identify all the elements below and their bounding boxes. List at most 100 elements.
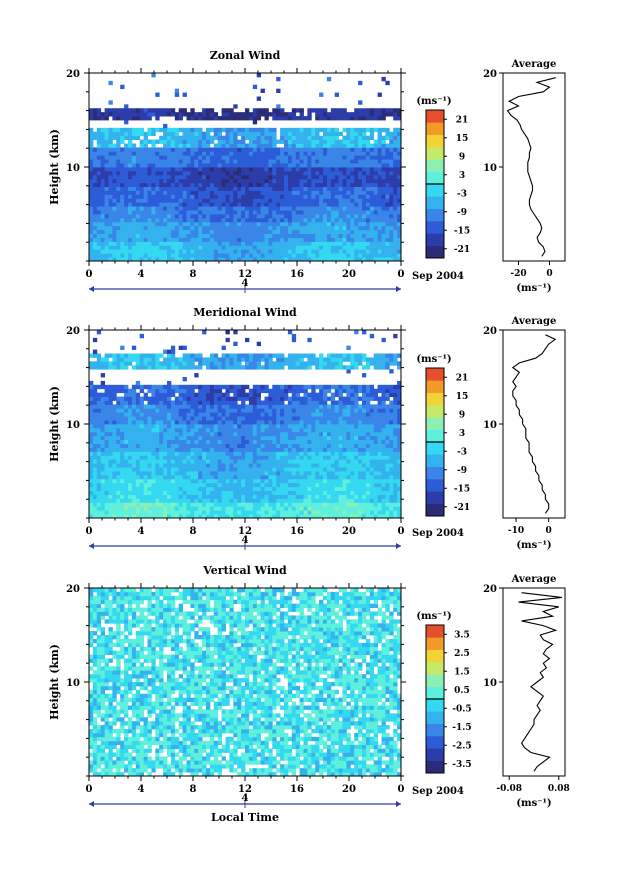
heatmap-cell: [291, 455, 297, 460]
heatmap-cell: [128, 420, 133, 425]
heatmap-cell: [104, 463, 109, 468]
heatmap-cell: [319, 170, 324, 176]
x-tick-label: 16: [290, 269, 304, 280]
heatmap-cell: [354, 217, 359, 223]
heatmap-cell: [237, 506, 242, 511]
heatmap-cell: [174, 514, 180, 519]
heatmap-cell: [174, 163, 180, 168]
heatmap-cell: [96, 431, 102, 437]
heatmap-cell: [365, 510, 371, 515]
heatmap-cell: [96, 229, 102, 234]
heatmap-cell: [338, 471, 343, 476]
heatmap-cell: [120, 490, 125, 495]
heatmap-cell: [131, 249, 137, 254]
day-axis-arrow-right: [396, 286, 401, 292]
heatmap-cell: [194, 424, 199, 429]
heatmap-cell: [120, 498, 125, 503]
heatmap-cell: [241, 112, 246, 117]
heatmap-cell: [287, 502, 293, 507]
heatmap-cell: [287, 510, 293, 515]
heatmap-cell: [190, 135, 195, 140]
heatmap-cell: [358, 167, 363, 172]
heatmap-cell: [319, 135, 324, 140]
heatmap-cell: [131, 467, 137, 472]
heatmap-cell: [248, 467, 254, 472]
heatmap-cell: [248, 214, 254, 219]
heatmap-cell: [381, 135, 386, 140]
heatmap-cell: [124, 455, 129, 460]
heatmap-cell: [385, 490, 390, 495]
heatmap-cell: [346, 510, 351, 515]
heatmap-cell: [342, 498, 347, 503]
heatmap-cell: [139, 127, 144, 133]
heatmap-cell: [373, 514, 378, 519]
heatmap-cell: [147, 435, 152, 441]
heatmap-cell: [311, 502, 316, 507]
heatmap-cell: [248, 147, 254, 152]
heatmap-cell: [217, 506, 222, 511]
colorbar-swatch: [426, 245, 444, 259]
heatmap-cell: [362, 202, 367, 207]
heatmap-cell: [143, 435, 148, 441]
heatmap-cell: [116, 506, 121, 511]
heatmap-cell: [89, 478, 94, 484]
heatmap-cell: [159, 257, 164, 262]
heatmap-cell: [389, 198, 394, 203]
heatmap-cell: [182, 186, 187, 191]
heatmap-cell: [209, 257, 215, 262]
heatmap-cell: [346, 502, 351, 507]
heatmap-cell: [369, 167, 375, 172]
heatmap-cell: [100, 478, 105, 484]
heatmap-cell: [116, 139, 121, 144]
heatmap-cell: [291, 510, 297, 515]
heatmap-cell: [354, 147, 359, 152]
heatmap-cell: [350, 486, 355, 491]
heatmap-cell: [104, 249, 109, 254]
heatmap-cell: [139, 245, 144, 250]
heatmap-cell: [96, 443, 102, 448]
heatmap-cell: [174, 194, 180, 199]
heatmap-cell: [221, 174, 226, 180]
heatmap-cell: [89, 170, 94, 176]
x-tick-label: 0: [398, 269, 405, 280]
heatmap-cell: [229, 427, 234, 433]
heatmap-cell: [342, 174, 347, 180]
heatmap-cell: [248, 182, 254, 187]
heatmap-cell: [174, 257, 180, 262]
colorbar-tick-label: -15: [454, 226, 470, 236]
heatmap-cell: [104, 427, 109, 433]
heatmap-cell: [221, 514, 226, 519]
heatmap-cell: [346, 486, 351, 491]
heatmap-cell: [303, 174, 308, 180]
heatmap-cell: [124, 170, 129, 176]
heatmap-cell: [245, 135, 250, 140]
heatmap-cell: [151, 221, 156, 227]
heatmap-cell: [256, 210, 261, 215]
heatmap-cell: [206, 167, 211, 172]
heatmap-cell: [124, 451, 129, 456]
heatmap-cell: [170, 178, 176, 184]
heatmap-cell: [358, 210, 363, 215]
heatmap-cell: [225, 435, 230, 441]
heatmap-cell: [104, 498, 109, 503]
heatmap-cell: [213, 237, 219, 242]
heatmap-cell: [330, 459, 336, 464]
heatmap-cell: [346, 490, 351, 495]
heatmap-cell: [303, 253, 308, 258]
heatmap-cell: [233, 439, 238, 444]
heatmap-cell: [342, 167, 347, 172]
heatmap-cell: [159, 182, 164, 187]
heatmap-cell: [112, 194, 117, 199]
heatmap-cell: [389, 229, 394, 234]
heatmap-cell: [104, 471, 109, 476]
heatmap-cell: [373, 451, 378, 456]
heatmap-cell: [276, 147, 281, 152]
heatmap-cell: [155, 435, 160, 441]
heatmap-cell: [326, 221, 332, 227]
heatmap-cell: [178, 455, 183, 460]
heatmap-cell: [334, 435, 339, 441]
heatmap-cell: [280, 241, 285, 246]
heatmap-cell: [116, 116, 121, 121]
heatmap-cell: [330, 245, 336, 250]
heatmap-cell: [385, 459, 390, 464]
